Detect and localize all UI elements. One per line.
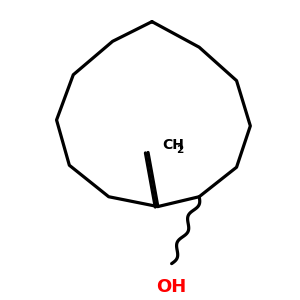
Text: OH: OH [157, 278, 187, 296]
Text: CH: CH [162, 138, 184, 152]
Text: 2: 2 [177, 145, 184, 155]
